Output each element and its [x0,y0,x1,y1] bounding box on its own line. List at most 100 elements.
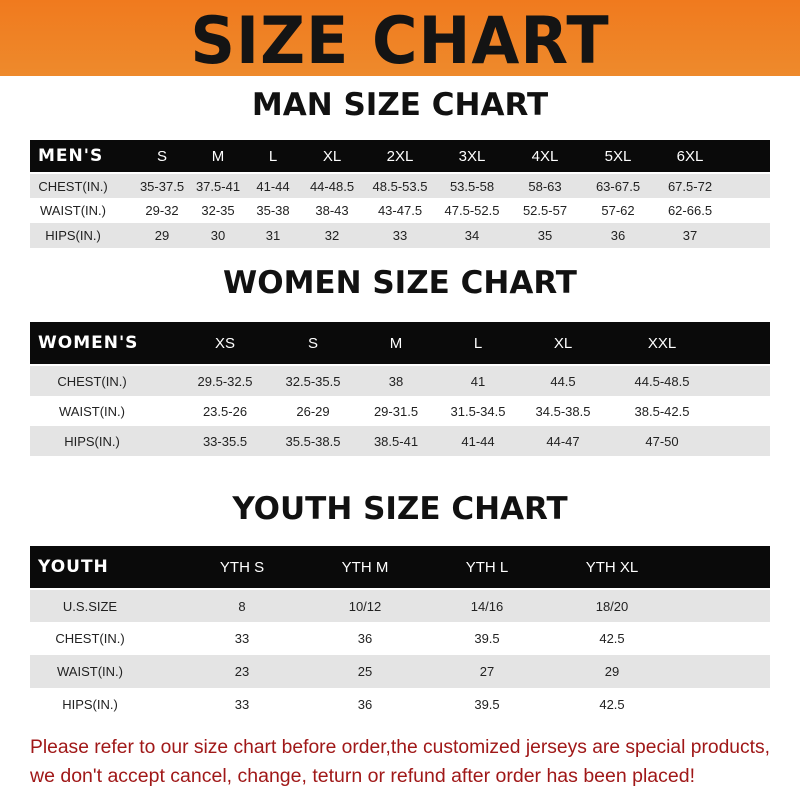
measurement-cell: 10/12 [348,598,382,614]
measurement-cell: 18/20 [595,598,629,614]
measurement-cell: 32-35 [201,203,235,218]
table-row: U.S.SIZE 8 10/12 14/16 18/20 [30,590,770,622]
table-title-cell: MEN'S [38,146,104,166]
measurement-cell: 44.5 [550,373,576,389]
notice-line-2: we don't accept cancel, change, teturn o… [30,766,695,787]
measurement-cell: 41 [470,373,486,389]
measurement-cell: 37 [682,228,698,243]
size-header-cell: M [389,334,403,352]
measurement-cell: 35.5-38.5 [285,433,341,449]
size-header-cell: YTH XL [585,558,639,576]
size-header-cell: XXL [647,334,677,352]
size-header-cell: YTH L [465,558,509,576]
banner-title: SIZE CHART [190,2,610,79]
measurement-cell: 31.5-34.5 [450,403,506,419]
measurement-cell: 38.5-42.5 [634,403,690,419]
measurement-cell: 58-63 [528,178,562,194]
measurement-cell: 47-50 [645,433,679,449]
size-header-cell: 2XL [386,147,414,165]
order-notice: Please refer to our size chart before or… [30,733,790,791]
measurement-cell: 29 [604,664,620,679]
measurement-cell: 26-29 [296,403,330,419]
row-label: CHEST(IN.) [38,178,108,194]
measurement-cell: 39.5 [474,631,500,646]
measurement-cell: 23 [234,664,250,679]
measurement-cell: 36 [357,631,373,646]
youth-header-row: YOUTH YTH S YTH M YTH L YTH XL [30,546,770,588]
table-title-cell: YOUTH [38,557,109,577]
measurement-cell: 37.5-41 [195,178,241,194]
youth-section-title: YOUTH SIZE CHART [232,491,568,527]
row-label: U.S.SIZE [62,598,118,614]
row-label: HIPS(IN.) [62,696,118,712]
measurement-cell: 57-62 [601,203,635,218]
row-label: CHEST(IN.) [57,373,127,389]
size-header-cell: M [211,147,225,165]
men-header-row: MEN'S S M L XL 2XL 3XL 4XL 5XL 6XL [30,140,770,172]
size-header-cell: L [268,147,278,165]
size-header-cell: YTH M [341,558,389,576]
measurement-cell: 34.5-38.5 [535,403,591,419]
table-row: HIPS(IN.) 29 30 31 32 33 34 35 36 37 [30,223,770,248]
measurement-cell: 29.5-32.5 [197,373,253,389]
measurement-cell: 33-35.5 [202,433,248,449]
measurement-cell: 53.5-58 [449,178,495,194]
size-header-cell: XL [322,147,342,165]
men-section-title: MAN SIZE CHART [251,87,549,123]
measurement-cell: 14/16 [470,598,504,614]
measurement-cell: 33 [234,631,250,646]
measurement-cell: 8 [238,598,246,614]
size-header-cell: XL [553,334,573,352]
measurement-cell: 23.5-26 [202,403,248,419]
measurement-cell: 35-37.5 [139,178,185,194]
table-row: WAIST(IN.) 23 25 27 29 [30,655,770,688]
measurement-cell: 42.5 [599,696,625,712]
table-row: WAIST(IN.) 23.5-26 26-29 29-31.5 31.5-34.5 34… [30,396,770,426]
measurement-cell: 41-44 [256,178,290,194]
row-label: HIPS(IN.) [64,433,120,449]
size-header-cell: 4XL [531,147,559,165]
measurement-cell: 29-31.5 [373,403,419,419]
size-header-cell: XS [214,334,236,352]
women-header-row: WOMEN'S XS S M L XL XXL [30,322,770,364]
measurement-cell: 52.5-57 [522,203,568,218]
measurement-cell: 36 [610,228,626,243]
row-label: WAIST(IN.) [59,403,125,419]
measurement-cell: 44-48.5 [309,178,355,194]
women-section-title: WOMEN SIZE CHART [223,265,577,301]
table-row: CHEST(IN.) 29.5-32.5 32.5-35.5 38 41 44.5 44.5… [30,366,770,396]
measurement-cell: 31 [265,228,281,243]
size-header-cell: S [156,147,168,165]
size-header-cell: 5XL [604,147,632,165]
size-header-cell: L [473,334,483,352]
measurement-cell: 41-44 [461,433,495,449]
row-label: HIPS(IN.) [45,228,101,243]
measurement-cell: 29 [154,228,170,243]
banner: SIZE CHART [0,0,800,79]
measurement-cell: 33 [392,228,408,243]
size-header-cell: 6XL [676,147,704,165]
size-header-cell: 3XL [458,147,486,165]
measurement-cell: 36 [357,696,373,712]
measurement-cell: 38 [388,373,404,389]
measurement-cell: 38.5-41 [373,433,419,449]
measurement-cell: 39.5 [474,696,500,712]
row-label: WAIST(IN.) [57,664,123,679]
measurement-cell: 38-43 [315,203,349,218]
measurement-cell: 43-47.5 [377,203,423,218]
size-header-cell: S [307,334,319,352]
measurement-cell: 33 [234,696,250,712]
measurement-cell: 32.5-35.5 [285,373,341,389]
measurement-cell: 35 [537,228,553,243]
measurement-cell: 42.5 [599,631,625,646]
measurement-cell: 62-66.5 [667,203,713,218]
measurement-cell: 44-47 [546,433,580,449]
table-row: HIPS(IN.) 33-35.5 35.5-38.5 38.5-41 41-44 44-… [30,426,770,456]
table-title-cell: WOMEN'S [38,333,139,353]
measurement-cell: 48.5-53.5 [372,178,428,194]
row-label: WAIST(IN.) [40,203,106,218]
table-row: HIPS(IN.) 33 36 39.5 42.5 [30,688,770,720]
measurement-cell: 47.5-52.5 [444,203,500,218]
measurement-cell: 25 [357,664,373,679]
measurement-cell: 67.5-72 [667,178,713,194]
